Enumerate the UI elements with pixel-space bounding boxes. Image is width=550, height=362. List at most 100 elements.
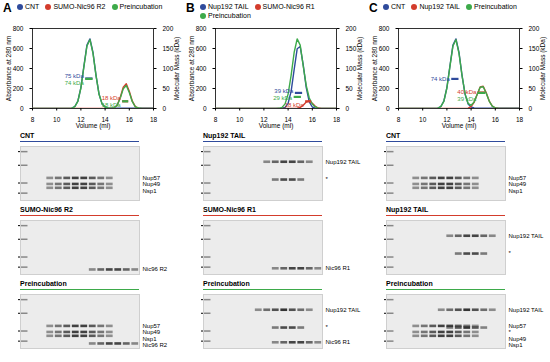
- svg-text:50: 50: [163, 85, 171, 92]
- svg-text:*: *: [326, 176, 329, 182]
- svg-text:100: 100: [345, 64, 357, 72]
- svg-text:75 kDa: 75 kDa: [65, 73, 85, 79]
- svg-text:400: 400: [13, 65, 24, 72]
- svg-text:Nic96 R1: Nic96 R1: [326, 339, 351, 345]
- svg-text:800: 800: [196, 25, 207, 32]
- svg-text:39 kDa: 39 kDa: [457, 96, 477, 102]
- svg-text:Nup57: Nup57: [509, 323, 527, 329]
- svg-text:14: 14: [101, 116, 109, 124]
- svg-text:18 kDa: 18 kDa: [102, 102, 122, 108]
- svg-text:200: 200: [379, 85, 390, 92]
- svg-text:0: 0: [203, 105, 207, 112]
- html-text:CNT: CNT: [20, 132, 35, 139]
- svg-text:Nic96 R1: Nic96 R1: [326, 265, 351, 271]
- svg-text:Absorbance at 280 nm: Absorbance at 280 nm: [371, 36, 378, 101]
- svg-text:8: 8: [31, 116, 35, 123]
- svg-text:74 kDa: 74 kDa: [65, 80, 85, 86]
- svg-text:Molecular Mass (kDa): Molecular Mass (kDa): [539, 37, 547, 100]
- svg-text:18: 18: [150, 116, 158, 123]
- svg-text:8: 8: [397, 116, 401, 123]
- svg-text:150: 150: [528, 44, 540, 52]
- svg-text:50: 50: [346, 85, 354, 92]
- svg-text:12: 12: [443, 116, 451, 124]
- svg-text:18 kDa: 18 kDa: [285, 102, 305, 108]
- svg-text:150: 150: [162, 44, 174, 52]
- svg-text:12: 12: [260, 116, 268, 124]
- svg-text:18 kDa: 18 kDa: [102, 95, 122, 101]
- svg-text:Molecular Mass (kDa): Molecular Mass (kDa): [356, 37, 364, 100]
- svg-text:Nsp1: Nsp1: [509, 342, 524, 348]
- html-text:SUMO-Nic96 R2: SUMO-Nic96 R2: [53, 3, 106, 10]
- svg-text:Nup192 TAIL: Nup192 TAIL: [326, 307, 361, 313]
- svg-text:Absorbance at 280 nm: Absorbance at 280 nm: [188, 36, 195, 101]
- svg-text:*: *: [509, 250, 512, 256]
- svg-text:10: 10: [419, 116, 427, 123]
- svg-text:Volume (ml): Volume (ml): [76, 122, 111, 130]
- svg-text:14: 14: [467, 116, 475, 124]
- html-text:C: C: [369, 1, 378, 15]
- svg-text:Nsp1: Nsp1: [143, 336, 158, 342]
- svg-text:200: 200: [196, 85, 207, 92]
- html-text:CNT: CNT: [25, 3, 40, 10]
- svg-text:74 kDa: 74 kDa: [431, 76, 451, 82]
- svg-text:50: 50: [529, 85, 537, 92]
- svg-text:Nic96 R2: Nic96 R2: [143, 266, 168, 272]
- svg-text:29 kDa: 29 kDa: [273, 95, 293, 101]
- svg-text:0: 0: [20, 105, 24, 112]
- svg-text:Nup192 TAIL: Nup192 TAIL: [326, 159, 361, 165]
- svg-text:600: 600: [196, 45, 207, 52]
- svg-text:Nup57: Nup57: [143, 323, 161, 329]
- svg-text:800: 800: [13, 25, 24, 32]
- svg-text:800: 800: [379, 25, 390, 32]
- svg-text:16: 16: [126, 116, 134, 123]
- svg-text:Nup192 TAIL: Nup192 TAIL: [509, 233, 544, 239]
- svg-text:Nsp1: Nsp1: [143, 188, 158, 194]
- svg-text:400: 400: [379, 65, 390, 72]
- svg-text:10: 10: [236, 116, 244, 123]
- html-text:A: A: [3, 1, 12, 15]
- svg-text:Molecular Mass (kDa): Molecular Mass (kDa): [173, 37, 181, 100]
- svg-text:Nup192 TAIL: Nup192 TAIL: [509, 307, 544, 313]
- svg-text:Nic96 R2: Nic96 R2: [143, 342, 168, 348]
- svg-text:12: 12: [77, 116, 85, 124]
- svg-text:Nup57: Nup57: [509, 175, 527, 181]
- svg-text:600: 600: [13, 45, 24, 52]
- svg-text:10: 10: [53, 116, 61, 123]
- html-text:Preincubation: Preincubation: [20, 280, 67, 287]
- svg-text:200: 200: [529, 25, 540, 32]
- svg-text:Nup49: Nup49: [143, 329, 161, 335]
- svg-text:0: 0: [386, 105, 390, 112]
- svg-text:600: 600: [379, 45, 390, 52]
- svg-text:Volume (ml): Volume (ml): [442, 122, 477, 130]
- svg-text:39 kDa: 39 kDa: [274, 88, 294, 94]
- svg-text:Nup49: Nup49: [509, 181, 527, 187]
- svg-text:100: 100: [528, 64, 540, 72]
- html-text:SUMO-Nic96 R2: SUMO-Nic96 R2: [20, 206, 73, 213]
- html-text:Preincubation: Preincubation: [119, 3, 163, 10]
- svg-text:200: 200: [13, 85, 24, 92]
- svg-text:100: 100: [162, 64, 174, 72]
- svg-text:0: 0: [529, 105, 533, 112]
- svg-text:40 kDa: 40 kDa: [457, 89, 477, 95]
- svg-text:0: 0: [163, 105, 167, 112]
- svg-text:400: 400: [196, 65, 207, 72]
- svg-text:*: *: [509, 329, 512, 335]
- svg-text:*: *: [326, 324, 329, 330]
- svg-text:Nsp1: Nsp1: [509, 188, 524, 194]
- svg-text:18: 18: [516, 116, 524, 123]
- svg-text:Absorbance at 280 nm: Absorbance at 280 nm: [5, 36, 12, 101]
- html-text:B: B: [186, 1, 195, 15]
- svg-text:150: 150: [345, 44, 357, 52]
- svg-text:8: 8: [214, 116, 218, 123]
- svg-text:Volume (ml): Volume (ml): [259, 122, 294, 130]
- svg-text:200: 200: [346, 25, 357, 32]
- svg-text:200: 200: [163, 25, 174, 32]
- svg-text:18: 18: [333, 116, 341, 123]
- svg-text:14: 14: [284, 116, 292, 124]
- svg-text:16: 16: [492, 116, 500, 123]
- svg-text:0: 0: [346, 105, 350, 112]
- svg-text:Nup49: Nup49: [509, 336, 527, 342]
- svg-text:Nup57: Nup57: [143, 175, 161, 181]
- svg-text:16: 16: [309, 116, 317, 123]
- svg-text:Nup49: Nup49: [143, 181, 161, 187]
